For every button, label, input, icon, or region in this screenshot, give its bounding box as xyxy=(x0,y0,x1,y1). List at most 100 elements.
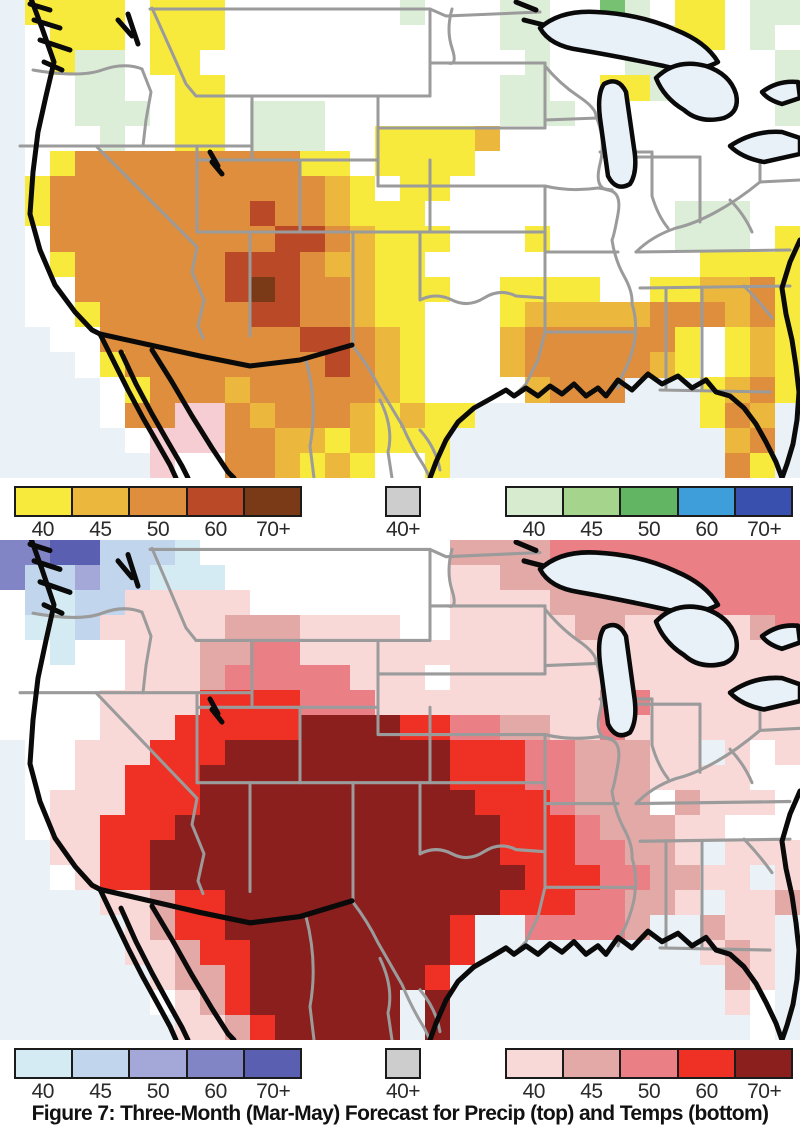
map-cell xyxy=(100,25,126,51)
map-cell xyxy=(500,590,526,616)
map-cell xyxy=(400,75,426,101)
map-cell xyxy=(50,690,76,716)
map-cell xyxy=(500,150,526,177)
map-cell xyxy=(275,0,301,26)
map-cell xyxy=(575,176,601,202)
map-cell xyxy=(675,740,701,766)
map-cell xyxy=(700,715,726,741)
map-cell xyxy=(725,100,751,127)
map-cell xyxy=(750,990,776,1016)
map-cell xyxy=(725,940,751,966)
map-cell xyxy=(425,915,451,941)
map-cell xyxy=(675,226,701,252)
map-cell xyxy=(625,540,651,566)
map-cell xyxy=(550,25,576,51)
map-cell xyxy=(250,1015,276,1040)
map-cell xyxy=(275,640,301,666)
map-cell xyxy=(50,251,76,277)
map-cell xyxy=(650,665,676,691)
legend-label: 40 xyxy=(522,1080,546,1103)
map-cell xyxy=(525,715,551,741)
map-cell xyxy=(100,865,126,891)
map-cell xyxy=(675,251,701,277)
map-cell xyxy=(700,865,726,891)
map-cell xyxy=(475,201,501,227)
map-cell xyxy=(375,890,401,916)
map-cell xyxy=(675,790,701,816)
map-cell xyxy=(250,815,276,841)
map-cell xyxy=(700,201,726,227)
map-cell xyxy=(550,50,576,76)
legend-labels: 40 45 50 60 70+ xyxy=(505,518,793,542)
map-cell xyxy=(25,665,51,691)
map-cell xyxy=(425,25,451,51)
map-cell xyxy=(750,352,776,378)
map-cell xyxy=(775,251,800,277)
map-cell xyxy=(200,815,226,841)
map-cell xyxy=(75,790,101,816)
map-cell xyxy=(200,75,226,101)
map-cell xyxy=(375,615,401,641)
map-cell xyxy=(750,0,776,26)
map-cell xyxy=(725,715,751,741)
map-cell xyxy=(425,377,451,403)
map-cell xyxy=(525,150,551,177)
map-cell xyxy=(425,402,451,428)
map-cell xyxy=(625,352,651,378)
map-cell xyxy=(175,100,201,127)
map-cell xyxy=(750,640,776,666)
map-cell xyxy=(700,176,726,202)
map-cell xyxy=(625,865,651,891)
legend-label: 40 xyxy=(31,1080,55,1103)
map-cell xyxy=(250,615,276,641)
map-cell xyxy=(175,25,201,51)
legend-swatch xyxy=(733,486,794,517)
map-cell xyxy=(200,590,226,616)
map-cell xyxy=(525,740,551,766)
map-cell xyxy=(175,915,201,941)
map-cell xyxy=(625,125,651,152)
legend-label: 50 xyxy=(637,518,661,541)
map-cell xyxy=(350,740,376,766)
map-cell xyxy=(125,565,151,591)
map-cell xyxy=(725,690,751,716)
map-cell xyxy=(325,0,351,26)
map-cell xyxy=(700,540,726,566)
map-cell xyxy=(75,840,101,866)
map-cell xyxy=(125,790,151,816)
map-cell xyxy=(150,915,176,941)
map-cell xyxy=(425,352,451,378)
map-cell xyxy=(725,615,751,641)
map-cell xyxy=(125,427,151,454)
map-cell xyxy=(400,176,426,202)
map-cell xyxy=(125,25,151,51)
map-cell xyxy=(675,590,701,616)
map-cell xyxy=(475,865,501,891)
map-cell xyxy=(325,765,351,791)
map-cell xyxy=(225,75,251,101)
map-cell xyxy=(225,352,251,378)
map-cell xyxy=(150,815,176,841)
map-cell xyxy=(100,377,126,403)
map-cell xyxy=(500,615,526,641)
map-cell xyxy=(200,740,226,766)
map-cell xyxy=(350,590,376,616)
map-cell xyxy=(725,50,751,76)
legend-swatch xyxy=(185,1048,245,1079)
map-cell xyxy=(100,50,126,76)
map-cell xyxy=(250,201,276,227)
legend-temp-above-normal: 40 45 50 60 70+ xyxy=(505,1048,794,1104)
map-cell xyxy=(125,0,151,26)
map-cell xyxy=(400,840,426,866)
map-cell xyxy=(750,690,776,716)
map-cell xyxy=(25,226,51,252)
map-cell xyxy=(175,865,201,891)
map-cell xyxy=(450,915,476,941)
map-cell xyxy=(100,740,126,766)
map-cell xyxy=(750,715,776,741)
map-cell xyxy=(750,201,776,227)
map-cell xyxy=(200,50,226,76)
legend-swatch xyxy=(385,1048,421,1079)
map-cell xyxy=(175,940,201,966)
map-cell xyxy=(50,840,76,866)
